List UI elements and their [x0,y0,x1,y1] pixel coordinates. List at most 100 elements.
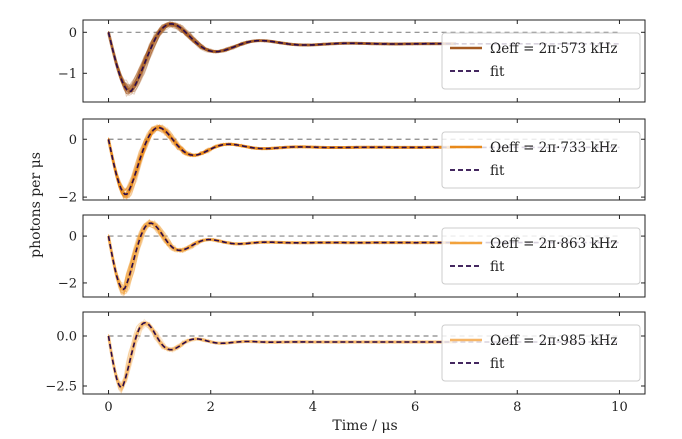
y-tick-label: 0 [69,133,77,148]
x-tick-label: 4 [309,400,317,415]
panel-frame [82,311,646,395]
measured-trace [108,322,457,387]
measured-trace [108,323,457,383]
y-tick-label: −2 [58,191,77,206]
measured-trace [108,322,457,388]
panel-4: 0.0 −2.5 0 2 4 6 8 10 Ωeff = 2π·985 kHz fit [45,311,646,415]
measured-trace [108,126,457,198]
measured-trace [108,124,457,198]
measured-trace [108,321,457,392]
legend-label-fit: fit [490,163,505,179]
panel-frame [82,19,646,103]
measured-trace [108,321,457,386]
y-axis-label: photons per μs [28,152,44,258]
measured-trace [108,129,457,189]
legend: Ωeff = 2π·863 kHz fit [441,227,641,285]
measured-trace [108,323,457,392]
x-tick-label: 0 [104,400,112,415]
measured-trace [108,321,457,392]
measured-trace [108,126,457,197]
measured-trace [108,318,457,392]
measured-trace [108,126,457,194]
measured-trace [108,128,457,191]
measured-trace [108,322,457,385]
legend-label-data: Ωeff = 2π·985 kHz [490,333,618,349]
measured-trace [108,126,457,198]
legend-box [441,131,641,189]
y-tick-label: 0 [69,230,77,245]
legend-label-fit: fit [490,64,505,80]
measured-trace [108,24,457,90]
measured-trace [108,322,457,387]
y-tick-label: 0 [69,26,77,41]
measured-trace [108,125,457,200]
legend-label-data: Ωeff = 2π·863 kHz [490,236,618,252]
panel-2: 0 −2 Ωeff = 2π·733 kHz fit [58,118,646,206]
measured-trace [108,321,457,389]
measured-trace [108,126,457,192]
y-tick-label: −2.5 [45,380,77,395]
panel-frame [82,214,646,298]
measured-trace [108,321,457,394]
measured-trace [108,322,457,389]
legend: Ωeff = 2π·733 kHz fit [441,131,641,189]
measured-mean-trace [107,321,456,391]
x-axis-label: Time / μs [332,418,397,434]
measured-trace [108,323,456,388]
measured-trace [108,321,457,387]
measured-trace [108,323,457,389]
legend-box [441,32,641,90]
measured-trace [108,322,457,386]
measured-trace [108,124,457,199]
legend-label-data: Ωeff = 2π·573 kHz [490,41,618,57]
legend-label-fit: fit [490,259,505,275]
measured-trace [108,124,457,199]
y-tick-label: −2 [58,276,77,291]
x-tick-label: 10 [611,400,628,415]
panel-3-data [107,218,620,297]
measured-trace [108,125,457,198]
measured-trace [108,127,457,192]
measured-trace [108,125,457,197]
measured-trace [108,127,456,194]
measured-trace [108,322,457,388]
measured-trace [108,124,457,200]
measured-trace [108,124,457,198]
measured-trace [108,125,457,193]
y-tick-label: 0.0 [56,330,77,345]
x-tick-label: 8 [513,400,521,415]
legend-label-fit: fit [490,356,505,372]
measured-trace [108,323,457,386]
panel-4-data [107,318,620,394]
x-tick-label: 2 [207,400,215,415]
measured-trace [108,321,457,390]
y-tick-label: −1 [58,67,77,82]
panel-3: 0 −2 Ωeff = 2π·863 kHz fit [58,214,646,298]
legend: Ωeff = 2π·985 kHz fit [441,324,641,382]
measured-trace [108,124,457,200]
measured-trace [108,321,457,394]
legend-box [441,324,641,382]
measured-trace [108,126,457,197]
measured-trace [108,124,457,197]
measured-trace [108,127,457,192]
panel-1: 0 −1 Ωeff = 2π·573 kHz fit [58,19,646,103]
panels-layer: 0 −1 Ωeff = 2π·573 kHz fit 0 −2 Ωeff = 2π·733 … [45,19,646,415]
measured-trace [108,321,457,393]
measured-trace [108,320,457,389]
measured-trace [108,321,457,389]
measured-trace [108,125,457,199]
legend-box [441,227,641,285]
measured-trace [108,127,457,193]
measured-trace [108,321,457,388]
measured-trace [108,124,457,199]
panel-frame [82,118,646,201]
legend-label-data: Ωeff = 2π·733 kHz [490,140,618,156]
legend: Ωeff = 2π·573 kHz fit [441,32,641,90]
x-tick-label: 6 [411,400,419,415]
measured-trace [108,124,457,199]
measured-trace [108,322,457,387]
measured-mean-trace [107,126,456,197]
measured-trace [108,323,456,386]
